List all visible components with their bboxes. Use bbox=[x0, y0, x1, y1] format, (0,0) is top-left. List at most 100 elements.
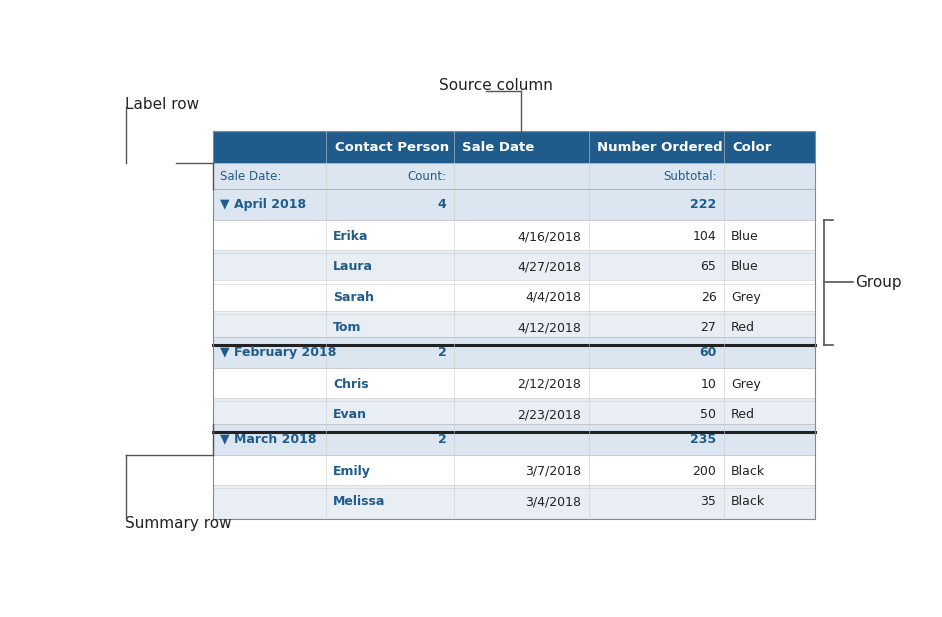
Bar bbox=[454, 250, 589, 284]
Bar bbox=[454, 424, 589, 455]
Bar bbox=[213, 337, 326, 368]
Text: Emily: Emily bbox=[333, 465, 371, 478]
Bar bbox=[589, 485, 723, 519]
Text: 104: 104 bbox=[692, 230, 717, 243]
Text: Erika: Erika bbox=[333, 230, 368, 243]
Bar bbox=[723, 220, 815, 254]
Bar bbox=[213, 189, 326, 220]
Bar bbox=[213, 398, 326, 432]
Bar bbox=[589, 398, 723, 432]
Bar bbox=[326, 424, 454, 455]
Bar bbox=[589, 189, 723, 220]
Text: Evan: Evan bbox=[333, 408, 367, 421]
Bar bbox=[454, 398, 589, 432]
Bar bbox=[454, 189, 589, 220]
Text: 2: 2 bbox=[437, 433, 447, 446]
Text: 4/12/2018: 4/12/2018 bbox=[517, 321, 581, 334]
Bar bbox=[213, 485, 326, 519]
Text: 235: 235 bbox=[690, 433, 717, 446]
Text: ▼ April 2018: ▼ April 2018 bbox=[220, 198, 306, 211]
Bar bbox=[723, 131, 815, 163]
Text: 35: 35 bbox=[701, 495, 717, 508]
Bar bbox=[723, 424, 815, 455]
Text: Source column: Source column bbox=[439, 78, 553, 93]
Bar bbox=[723, 455, 815, 488]
Bar bbox=[589, 311, 723, 344]
Bar bbox=[454, 220, 589, 254]
Text: Sale Date:: Sale Date: bbox=[220, 170, 282, 183]
Text: 2/23/2018: 2/23/2018 bbox=[517, 408, 581, 421]
Bar bbox=[454, 281, 589, 314]
Text: Grey: Grey bbox=[731, 291, 761, 304]
Bar bbox=[326, 455, 454, 488]
Bar bbox=[213, 250, 326, 284]
Text: Tom: Tom bbox=[333, 321, 362, 334]
Text: Color: Color bbox=[733, 141, 771, 154]
Bar bbox=[326, 131, 454, 163]
Text: 2/12/2018: 2/12/2018 bbox=[517, 378, 581, 391]
Bar bbox=[723, 485, 815, 519]
Text: Contact Person: Contact Person bbox=[334, 141, 448, 154]
Bar bbox=[454, 455, 589, 488]
Bar bbox=[326, 398, 454, 432]
Bar bbox=[723, 398, 815, 432]
Bar bbox=[213, 131, 326, 163]
Bar bbox=[589, 220, 723, 254]
Bar bbox=[589, 337, 723, 368]
Text: 4: 4 bbox=[437, 198, 447, 211]
Text: Black: Black bbox=[731, 465, 765, 478]
Text: Grey: Grey bbox=[731, 378, 761, 391]
Text: ▼ March 2018: ▼ March 2018 bbox=[220, 433, 317, 446]
Bar bbox=[213, 281, 326, 314]
Bar bbox=[326, 311, 454, 344]
Text: Sarah: Sarah bbox=[333, 291, 374, 304]
Bar bbox=[213, 163, 326, 189]
Bar bbox=[326, 368, 454, 401]
Text: Number Ordered: Number Ordered bbox=[597, 141, 723, 154]
Text: 26: 26 bbox=[701, 291, 717, 304]
Text: Label row: Label row bbox=[125, 97, 199, 112]
Text: 4/16/2018: 4/16/2018 bbox=[517, 230, 581, 243]
Bar bbox=[723, 337, 815, 368]
Bar bbox=[723, 163, 815, 189]
Bar bbox=[213, 368, 326, 401]
Bar bbox=[213, 311, 326, 344]
Text: 10: 10 bbox=[701, 378, 717, 391]
Bar bbox=[723, 368, 815, 401]
Text: Laura: Laura bbox=[333, 260, 373, 273]
Bar bbox=[326, 485, 454, 519]
Text: Sale Date: Sale Date bbox=[463, 141, 534, 154]
Bar bbox=[723, 281, 815, 314]
Text: 222: 222 bbox=[690, 198, 717, 211]
Bar bbox=[454, 368, 589, 401]
Bar bbox=[723, 311, 815, 344]
Bar bbox=[723, 189, 815, 220]
Bar bbox=[454, 337, 589, 368]
Text: Red: Red bbox=[731, 321, 755, 334]
Bar bbox=[589, 163, 723, 189]
Bar bbox=[326, 220, 454, 254]
Bar bbox=[589, 455, 723, 488]
Text: 27: 27 bbox=[701, 321, 717, 334]
Bar bbox=[326, 281, 454, 314]
Text: 2: 2 bbox=[437, 346, 447, 359]
Bar bbox=[589, 424, 723, 455]
Text: Blue: Blue bbox=[731, 230, 758, 243]
Bar bbox=[326, 189, 454, 220]
Text: 200: 200 bbox=[692, 465, 717, 478]
Bar bbox=[213, 424, 326, 455]
Bar bbox=[326, 250, 454, 284]
Bar bbox=[589, 131, 723, 163]
Text: Melissa: Melissa bbox=[333, 495, 385, 508]
Text: Black: Black bbox=[731, 495, 765, 508]
Text: Red: Red bbox=[731, 408, 755, 421]
Bar bbox=[454, 311, 589, 344]
Text: Blue: Blue bbox=[731, 260, 758, 273]
Bar bbox=[589, 250, 723, 284]
Text: Summary row: Summary row bbox=[125, 515, 232, 531]
Bar bbox=[213, 455, 326, 488]
Text: Count:: Count: bbox=[407, 170, 447, 183]
Bar bbox=[326, 337, 454, 368]
Bar bbox=[326, 163, 454, 189]
Text: Chris: Chris bbox=[333, 378, 368, 391]
